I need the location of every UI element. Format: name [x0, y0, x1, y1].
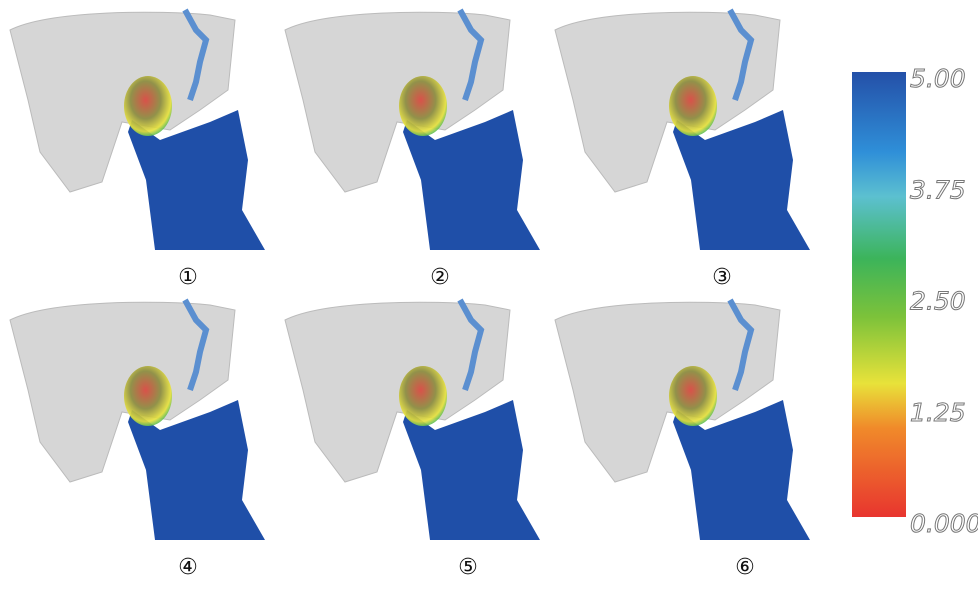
panel-label: ④ [178, 555, 198, 580]
panels: ① ② ③ ④ ⑤ ⑥ [10, 10, 810, 580]
tick-label: 2.50 [910, 287, 966, 316]
tick-label: 5.00 [910, 64, 966, 93]
tick-label: 1.25 [910, 398, 966, 427]
joint-render [555, 300, 810, 540]
panel-label: ⑥ [735, 555, 755, 580]
joint-render [10, 10, 265, 250]
tick-label: 0.000 [910, 509, 978, 538]
joint-render [10, 300, 265, 540]
panel-label: ⑤ [458, 555, 478, 580]
figure: ① ② ③ ④ ⑤ ⑥ 0.000 1.25 2.50 3.75 5.00 [0, 0, 978, 593]
panel-label: ② [430, 265, 450, 290]
colorbar [852, 72, 906, 517]
panel-label: ③ [712, 265, 732, 290]
panel-label: ① [178, 265, 198, 290]
joint-render [285, 10, 540, 250]
tick-label: 3.75 [910, 175, 966, 204]
joint-render [555, 10, 810, 250]
joint-render [285, 300, 540, 540]
